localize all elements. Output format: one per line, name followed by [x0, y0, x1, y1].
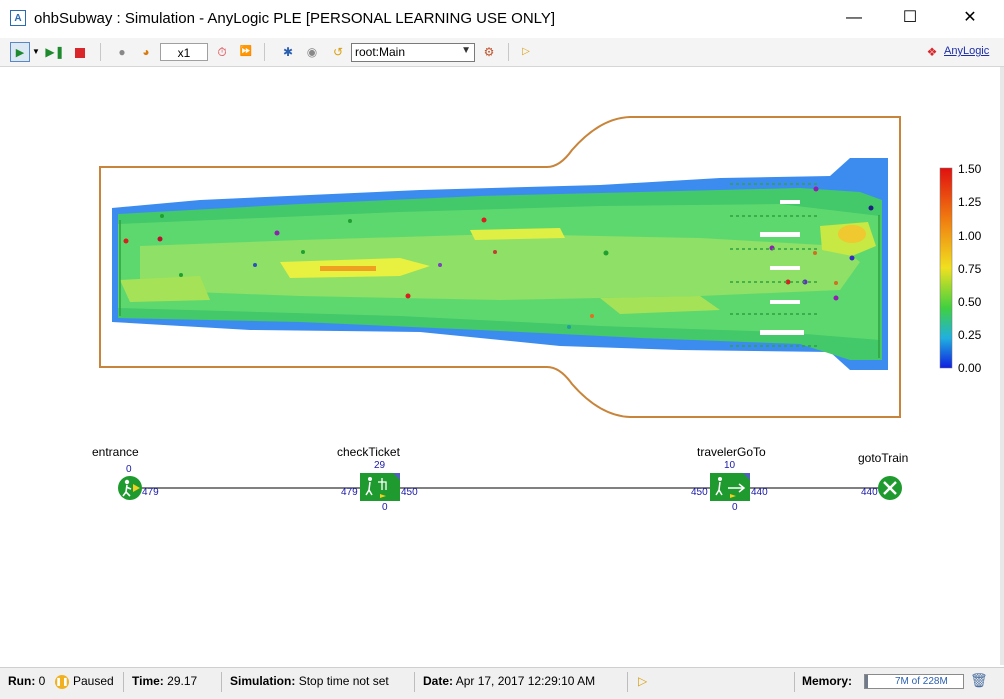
simulation-view — [99, 116, 953, 501]
check-ticket-out: 450 — [401, 487, 418, 498]
memory-label: Memory: — [802, 674, 853, 688]
check-ticket-in: 479 — [341, 487, 358, 498]
target-lines — [119, 183, 880, 358]
goto-train-label: gotoTrain — [858, 451, 909, 465]
close-icon[interactable]: ✕ — [963, 9, 977, 26]
developer-panel-icon[interactable]: ▷ — [522, 46, 530, 57]
slow-down-icon[interactable]: ● — [118, 45, 126, 59]
traveler-go-to-label: travelerGoTo — [697, 445, 766, 459]
traveler-go-to-queue: 10 — [724, 460, 736, 471]
stop-button[interactable] — [70, 42, 90, 62]
simulation-status: Simulation: Stop time not set — [230, 674, 389, 688]
goto-train-in: 440 — [861, 487, 878, 498]
entrance-label: entrance — [92, 445, 139, 459]
status-bar: Run: 0 ❚❚ Paused Time: 29.17 Simulation:… — [0, 667, 1004, 699]
date-status: Date: Apr 17, 2017 12:29:10 AM — [423, 674, 596, 688]
traveler-go-to-bottom: 0 — [732, 502, 738, 513]
legend-label: 1.50 — [958, 162, 982, 176]
traveler-go-to-out: 440 — [751, 487, 768, 498]
speed-up-icon[interactable]: ⏱ — [217, 45, 227, 59]
entrance-block[interactable] — [118, 476, 142, 500]
model-navigation-icon[interactable]: ↺ — [332, 45, 344, 59]
navigate-to-view-icon[interactable]: ⚙ — [483, 45, 495, 59]
memory-bar: 7M of 228M — [864, 674, 964, 689]
memory-bar-fill — [865, 675, 868, 688]
legend-label: 1.25 — [958, 195, 982, 209]
trash-icon[interactable]: 🗑 — [970, 672, 988, 688]
check-ticket-bottom: 0 — [382, 502, 388, 513]
station-walls — [99, 116, 901, 418]
window-title: ohbSubway : Simulation - AnyLogic PLE [P… — [34, 10, 556, 27]
run-dropdown-icon[interactable]: ▼ — [32, 47, 40, 56]
anylogic-app-icon: A — [10, 10, 26, 26]
entrance-out-count: 479 — [142, 487, 159, 498]
legend-label: 0.50 — [958, 295, 982, 309]
camera-icon[interactable]: ◉ — [306, 45, 318, 59]
legend-label: 0.75 — [958, 262, 982, 276]
density-legend-bar — [939, 167, 953, 369]
anylogic-logo-icon: ❖ — [926, 45, 938, 59]
memory-value: 7M of 228M — [895, 676, 948, 687]
check-ticket-label: checkTicket — [337, 445, 400, 459]
traveler-go-to-in: 450 — [691, 487, 708, 498]
run-status: Run: 0 — [8, 674, 46, 688]
developer-panel-icon[interactable]: ▷ — [638, 674, 648, 688]
run-state: Paused — [73, 674, 114, 688]
check-ticket-queue: 29 — [374, 460, 386, 471]
entrance-count: 0 — [126, 464, 132, 475]
paused-icon: ❚❚ — [55, 673, 69, 689]
fast-forward-icon[interactable]: ⏩ — [239, 46, 253, 57]
speed-display: x1 — [160, 43, 208, 61]
traveler-go-to-block[interactable] — [710, 473, 750, 501]
check-ticket-block[interactable] — [360, 473, 400, 501]
title-bar: A ohbSubway : Simulation - AnyLogic PLE … — [0, 0, 1004, 38]
vertical-scrollbar[interactable] — [1000, 67, 1004, 665]
time-status: Time: 29.17 — [132, 674, 198, 688]
anylogic-link[interactable]: AnyLogic — [944, 45, 990, 57]
maximize-icon[interactable]: ☐ — [902, 9, 918, 26]
model-canvas[interactable]: 1.50 1.25 1.00 0.75 0.50 0.25 0.00 entra… — [0, 67, 1000, 665]
legend-label: 0.25 — [958, 328, 982, 342]
toolbar: ▶ ▼ ▶❚ ● ◕ x1 ⏱ ⏩ ✱ ◉ ↺ root:Main ▼ ⚙ ▷ … — [0, 38, 1004, 67]
chevron-down-icon: ▼ — [461, 45, 471, 56]
legend-label: 1.00 — [958, 229, 982, 243]
step-button[interactable]: ▶❚ — [45, 45, 65, 59]
run-button[interactable]: ▶ — [10, 42, 30, 62]
real-time-icon[interactable]: ◕ — [142, 45, 150, 59]
goto-train-block[interactable] — [878, 476, 902, 500]
density-map — [112, 158, 888, 370]
pedestrians — [123, 186, 874, 329]
minimize-icon[interactable]: — — [846, 9, 862, 26]
navigate-icon[interactable]: ✱ — [282, 45, 294, 59]
agent-select[interactable]: root:Main ▼ — [351, 43, 475, 62]
legend-label: 0.00 — [958, 361, 982, 375]
